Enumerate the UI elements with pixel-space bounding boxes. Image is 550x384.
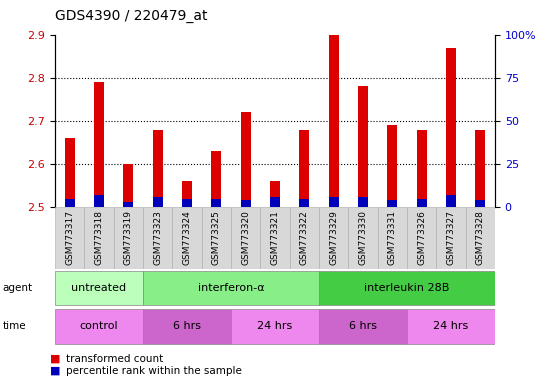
Bar: [387, 125, 398, 207]
Text: ■: ■: [50, 366, 60, 376]
FancyBboxPatch shape: [436, 207, 466, 269]
Text: GSM773329: GSM773329: [329, 210, 338, 265]
FancyBboxPatch shape: [319, 271, 495, 305]
Bar: [123, 202, 134, 207]
Text: GSM773324: GSM773324: [183, 210, 191, 265]
Text: 6 hrs: 6 hrs: [349, 321, 377, 331]
FancyBboxPatch shape: [55, 207, 84, 269]
Bar: [387, 200, 398, 207]
Text: GSM773322: GSM773322: [300, 210, 309, 265]
Bar: [182, 182, 192, 207]
FancyBboxPatch shape: [55, 271, 143, 305]
Text: interferon-α: interferon-α: [197, 283, 265, 293]
Text: GSM773320: GSM773320: [241, 210, 250, 265]
Bar: [358, 86, 368, 207]
Text: GSM773331: GSM773331: [388, 210, 397, 265]
Bar: [270, 197, 280, 207]
Bar: [299, 199, 310, 207]
Bar: [328, 197, 339, 207]
FancyBboxPatch shape: [466, 207, 495, 269]
Bar: [446, 195, 456, 207]
FancyBboxPatch shape: [172, 207, 202, 269]
Text: 24 hrs: 24 hrs: [433, 321, 469, 331]
Text: transformed count: transformed count: [66, 354, 163, 364]
FancyBboxPatch shape: [290, 207, 319, 269]
Text: GSM773325: GSM773325: [212, 210, 221, 265]
Text: GSM773317: GSM773317: [65, 210, 74, 265]
Bar: [211, 199, 222, 207]
Text: GSM773328: GSM773328: [476, 210, 485, 265]
Text: GSM773326: GSM773326: [417, 210, 426, 265]
Bar: [416, 129, 427, 207]
FancyBboxPatch shape: [407, 309, 495, 344]
FancyBboxPatch shape: [84, 207, 114, 269]
Bar: [94, 82, 104, 207]
Bar: [240, 200, 251, 207]
Text: agent: agent: [3, 283, 33, 293]
FancyBboxPatch shape: [407, 207, 436, 269]
Text: GDS4390 / 220479_at: GDS4390 / 220479_at: [55, 9, 207, 23]
Text: interleukin 28B: interleukin 28B: [364, 283, 450, 293]
Bar: [416, 199, 427, 207]
Bar: [240, 112, 251, 207]
Bar: [358, 197, 368, 207]
Text: GSM773330: GSM773330: [359, 210, 367, 265]
FancyBboxPatch shape: [348, 207, 378, 269]
Bar: [64, 199, 75, 207]
Bar: [270, 182, 280, 207]
Bar: [446, 48, 456, 207]
FancyBboxPatch shape: [231, 207, 260, 269]
Bar: [123, 164, 134, 207]
Bar: [152, 197, 163, 207]
FancyBboxPatch shape: [143, 271, 319, 305]
Text: percentile rank within the sample: percentile rank within the sample: [66, 366, 242, 376]
Bar: [152, 129, 163, 207]
FancyBboxPatch shape: [55, 309, 143, 344]
Bar: [299, 129, 310, 207]
FancyBboxPatch shape: [260, 207, 290, 269]
FancyBboxPatch shape: [114, 207, 143, 269]
Text: GSM773327: GSM773327: [447, 210, 455, 265]
Bar: [182, 199, 192, 207]
Text: control: control: [80, 321, 118, 331]
FancyBboxPatch shape: [202, 207, 231, 269]
Text: 6 hrs: 6 hrs: [173, 321, 201, 331]
Text: GSM773318: GSM773318: [95, 210, 103, 265]
Bar: [94, 195, 104, 207]
FancyBboxPatch shape: [319, 309, 407, 344]
Text: untreated: untreated: [72, 283, 126, 293]
Bar: [328, 35, 339, 207]
FancyBboxPatch shape: [319, 207, 348, 269]
Text: 24 hrs: 24 hrs: [257, 321, 293, 331]
FancyBboxPatch shape: [231, 309, 319, 344]
Text: ■: ■: [50, 354, 60, 364]
Text: GSM773323: GSM773323: [153, 210, 162, 265]
FancyBboxPatch shape: [143, 207, 172, 269]
Text: time: time: [3, 321, 26, 331]
Bar: [64, 138, 75, 207]
Bar: [475, 129, 486, 207]
Text: GSM773321: GSM773321: [271, 210, 279, 265]
Bar: [211, 151, 222, 207]
Bar: [475, 200, 486, 207]
FancyBboxPatch shape: [378, 207, 407, 269]
Text: GSM773319: GSM773319: [124, 210, 133, 265]
FancyBboxPatch shape: [143, 309, 231, 344]
